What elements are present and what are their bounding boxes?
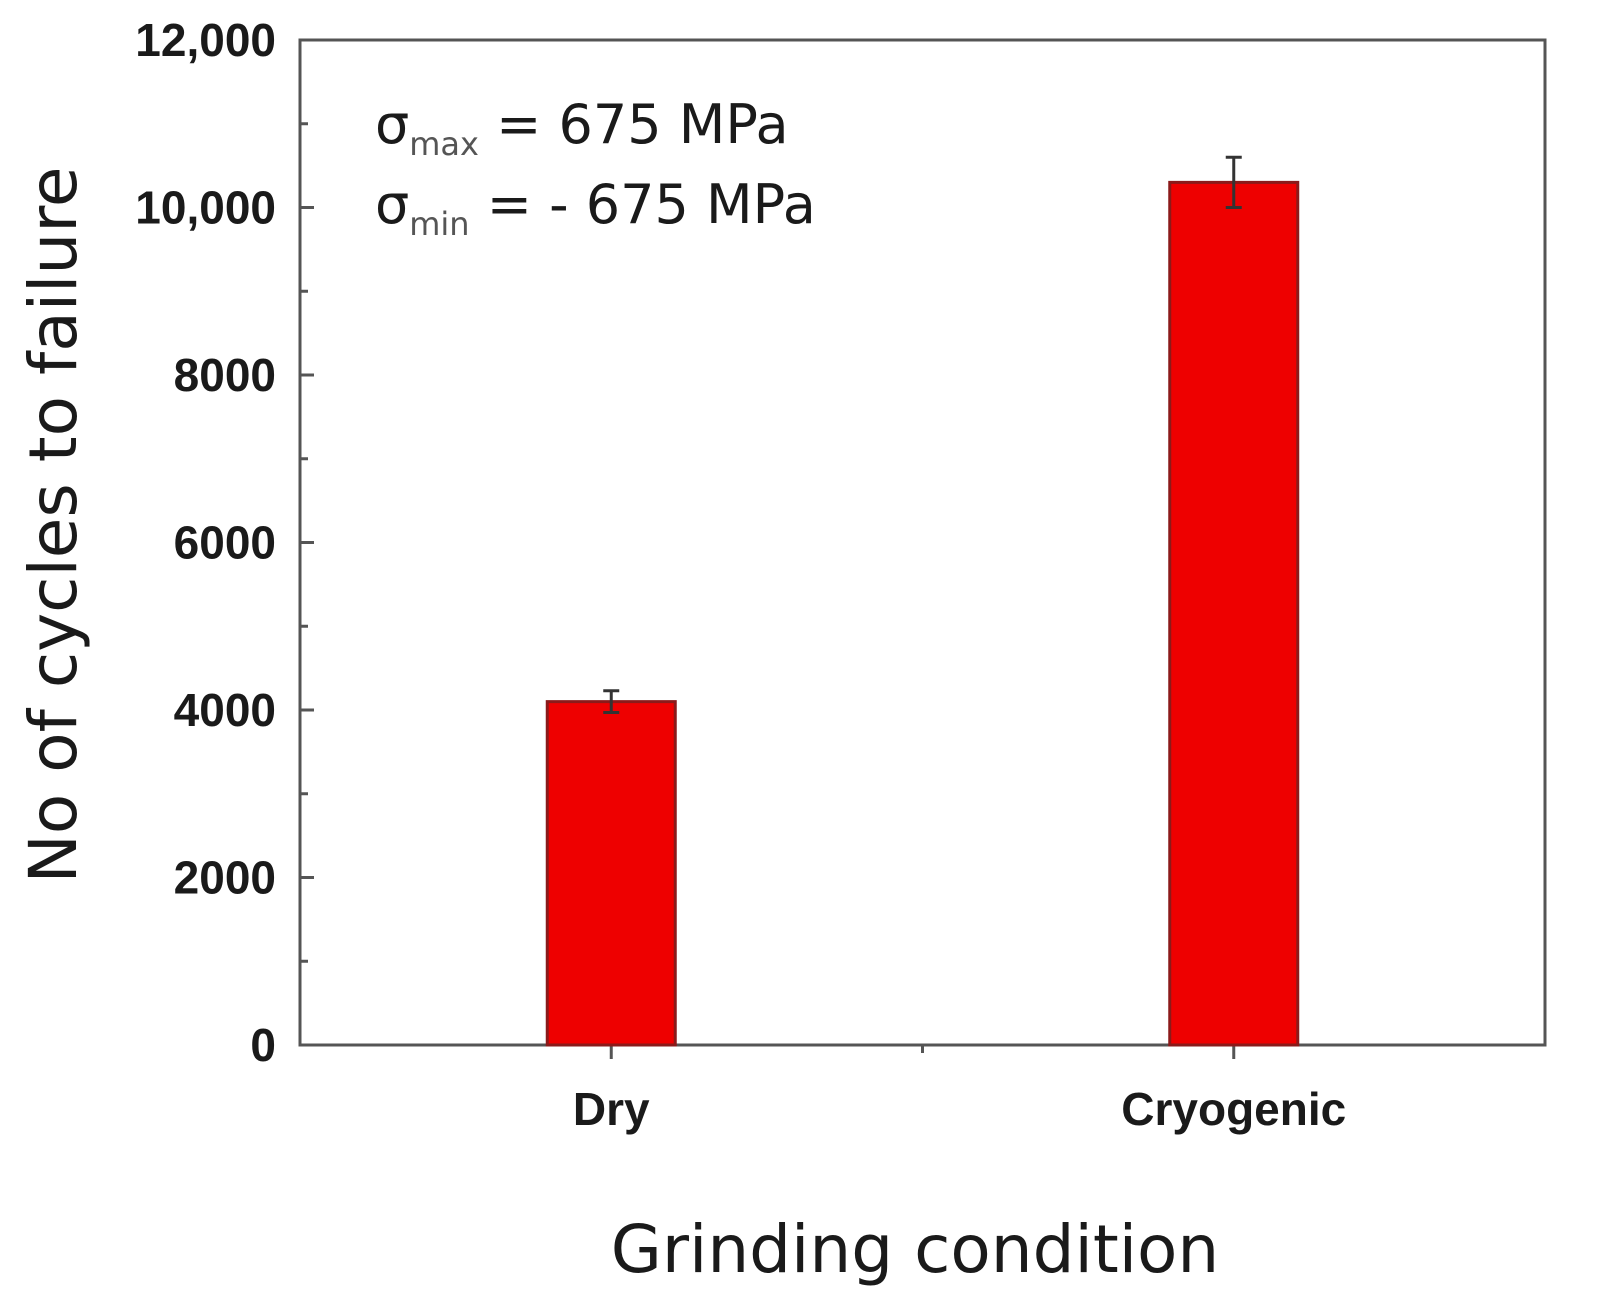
x-tick-label: Cryogenic [1121, 1083, 1346, 1135]
y-tick-label: 2000 [174, 852, 276, 904]
annotation-sigma-min-subscript: min [409, 205, 469, 243]
x-tick-label: Dry [573, 1083, 650, 1135]
annotation-sigma-max: σmax = 675 MPa [375, 93, 789, 163]
y-axis-title: No of cycles to failure [15, 167, 92, 884]
bar-dry [545, 700, 677, 1047]
y-tick-label: 6000 [174, 517, 276, 569]
x-axis-title: Grinding condition [611, 1211, 1220, 1288]
y-tick-label: 8000 [174, 349, 276, 401]
bars [545, 180, 1300, 1047]
y-tick-label: 0 [250, 1019, 276, 1071]
annotation-sigma-max-value: = 675 MPa [479, 93, 789, 156]
bar-cryogenic [1168, 180, 1300, 1047]
annotation-sigma-max-symbol: σ [375, 93, 409, 156]
y-axis: 0 2000 4000 6000 8000 10,000 12,000 [135, 14, 314, 1071]
x-axis: Dry Cryogenic [573, 1045, 1346, 1135]
annotation-sigma-min-symbol: σ [375, 173, 409, 236]
y-tick-label: 12,000 [135, 14, 276, 66]
error-bars [603, 155, 1242, 715]
annotation-sigma-min: σmin = - 675 MPa [375, 173, 816, 243]
y-tick-label: 4000 [174, 684, 276, 736]
y-tick-label: 10,000 [135, 182, 276, 234]
annotation-sigma-max-subscript: max [409, 125, 479, 163]
annotation-sigma-min-value: = - 675 MPa [470, 173, 816, 236]
